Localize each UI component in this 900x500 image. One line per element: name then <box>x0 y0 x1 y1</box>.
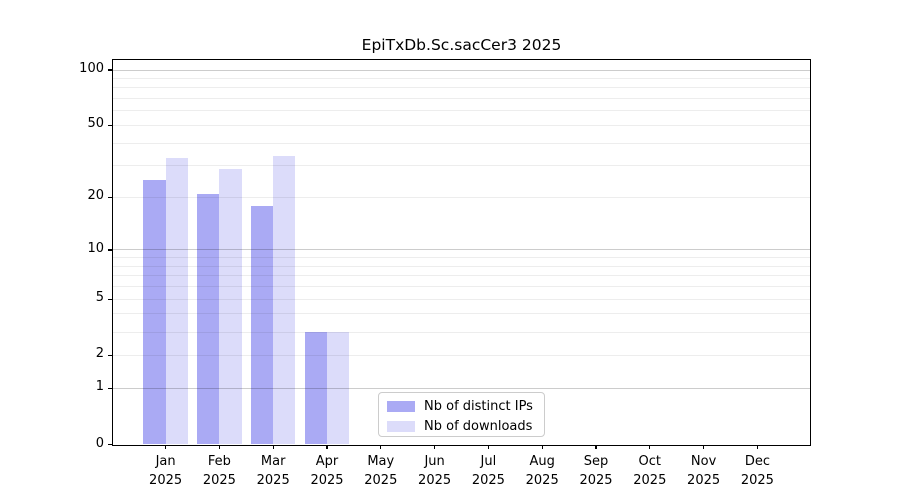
legend-label-distinct-ips: Nb of distinct IPs <box>424 398 533 414</box>
x-tick-year-may: 2025 <box>364 472 398 488</box>
x-tick-year-jan: 2025 <box>149 472 183 488</box>
gridline-minor <box>113 98 810 100</box>
y-tick-100 <box>108 69 113 71</box>
y-tick-label-10: 10 <box>87 240 104 256</box>
x-tick-label-jun: Jun 2025 <box>400 452 470 490</box>
gridline-minor <box>113 142 810 144</box>
gridline-major <box>113 387 810 389</box>
x-tick-nov <box>703 445 705 450</box>
x-tick-label-aug: Aug 2025 <box>507 452 577 490</box>
x-tick-mar <box>272 445 274 450</box>
x-tick-label-mar: Mar 2025 <box>238 452 308 490</box>
x-tick-aug <box>541 445 543 450</box>
gridline-minor <box>113 257 810 259</box>
bar-jan-distinct-ips <box>143 180 166 445</box>
x-tick-label-may: May 2025 <box>346 452 416 490</box>
x-tick-apr <box>326 445 328 450</box>
legend-swatch-distinct-ips <box>387 400 415 412</box>
bar-apr-distinct-ips <box>304 332 327 445</box>
y-tick-label-50: 50 <box>87 116 104 132</box>
x-tick-feb <box>218 445 220 450</box>
x-tick-label-apr: Apr 2025 <box>292 452 362 490</box>
gridline-minor <box>113 77 810 79</box>
x-tick-sep <box>595 445 597 450</box>
legend-label-downloads: Nb of downloads <box>424 418 533 434</box>
x-tick-may <box>380 445 382 450</box>
bar-feb-distinct-ips <box>197 193 220 445</box>
x-tick-year-feb: 2025 <box>202 472 236 488</box>
gridline-minor <box>113 286 810 288</box>
y-tick-label-5: 5 <box>95 290 104 306</box>
gridline-minor <box>113 124 810 126</box>
y-tick-20 <box>108 196 113 199</box>
x-tick-dec <box>756 445 758 450</box>
y-tick-label-0: 0 <box>95 435 104 451</box>
x-tick-jan <box>165 445 167 450</box>
y-tick-label-20: 20 <box>87 188 104 204</box>
bar-jan-downloads <box>165 158 188 445</box>
x-tick-year-jun: 2025 <box>418 472 452 488</box>
x-tick-year-dec: 2025 <box>740 472 774 488</box>
y-tick-1 <box>108 387 113 389</box>
x-tick-label-oct: Oct 2025 <box>615 452 685 490</box>
gridline-minor <box>113 298 810 300</box>
gridline-minor <box>113 354 810 356</box>
x-tick-label-jan: Jan 2025 <box>131 452 201 490</box>
gridline-minor <box>113 265 810 267</box>
y-tick-label-100: 100 <box>79 61 104 76</box>
bar-mar-distinct-ips <box>251 205 274 445</box>
x-tick-jul <box>487 445 489 450</box>
x-tick-label-feb: Feb 2025 <box>184 452 254 490</box>
plot-frame <box>112 59 812 446</box>
x-tick-year-aug: 2025 <box>525 472 559 488</box>
gridline-minor <box>113 110 810 112</box>
x-tick-label-dec: Dec 2025 <box>722 452 792 490</box>
x-tick-year-nov: 2025 <box>687 472 721 488</box>
x-tick-oct <box>649 445 651 450</box>
x-tick-label-sep: Sep 2025 <box>561 452 631 490</box>
legend-row-distinct-ips: Nb of distinct IPs <box>387 396 536 416</box>
x-tick-year-oct: 2025 <box>633 472 667 488</box>
x-tick-label-jul: Jul 2025 <box>453 452 523 490</box>
x-tick-year-sep: 2025 <box>579 472 613 488</box>
gridline-minor <box>113 275 810 277</box>
y-tick-5 <box>108 298 113 300</box>
bar-apr-downloads <box>327 332 350 445</box>
x-tick-year-jul: 2025 <box>471 472 505 488</box>
y-tick-10 <box>108 249 113 251</box>
gridline-minor <box>113 196 810 198</box>
y-tick-2 <box>108 354 113 356</box>
gridline-major <box>113 69 810 71</box>
x-tick-label-nov: Nov 2025 <box>669 452 739 490</box>
chart-title: EpiTxDb.Sc.sacCer3 2025 <box>361 36 562 54</box>
gridline-minor <box>113 331 810 333</box>
bar-feb-downloads <box>219 168 242 445</box>
gridline-minor <box>113 165 810 167</box>
x-tick-year-mar: 2025 <box>256 472 290 488</box>
y-tick-label-1: 1 <box>95 379 104 395</box>
y-tick-label-2: 2 <box>95 346 104 362</box>
gridline-major <box>113 249 810 251</box>
legend: Nb of distinct IPs Nb of downloads <box>378 392 545 437</box>
bar-mar-downloads <box>273 155 296 445</box>
y-tick-0 <box>108 443 113 446</box>
legend-row-downloads: Nb of downloads <box>387 416 536 436</box>
x-tick-jun <box>434 445 436 450</box>
legend-swatch-downloads <box>387 420 415 432</box>
y-tick-50 <box>108 124 113 127</box>
x-tick-year-apr: 2025 <box>310 472 344 488</box>
gridline-minor <box>113 87 810 89</box>
gridline-minor <box>113 313 810 315</box>
